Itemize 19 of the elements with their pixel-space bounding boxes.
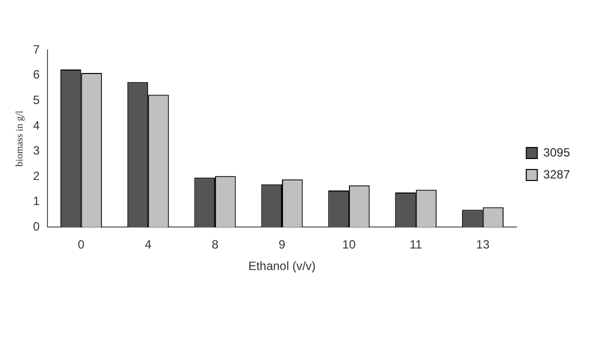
y-tick-label: 6 — [32, 68, 40, 82]
y-tick-label: 1 — [32, 194, 40, 208]
y-tick-label: 0 — [32, 220, 40, 234]
y-tick-label: 2 — [32, 168, 40, 183]
legend-label: 3095 — [543, 145, 570, 160]
y-axis-title: biomass in g/l — [14, 110, 26, 167]
x-axis-title: Ethanol (v/v) — [248, 259, 316, 274]
y-tick-label: 3 — [32, 144, 40, 158]
x-tick-label: 13 — [476, 238, 490, 252]
legend-label: 3287 — [543, 167, 570, 182]
x-tick-label: 4 — [144, 238, 152, 252]
x-tick-label: 0 — [78, 238, 85, 252]
y-tick-label: 5 — [32, 92, 40, 107]
x-tick-label: 10 — [342, 238, 356, 252]
y-tick-label: 7 — [32, 42, 40, 56]
x-tick-label: 9 — [278, 238, 286, 252]
x-tick-label: 8 — [212, 238, 219, 252]
y-tick-label: 4 — [32, 118, 40, 132]
x-tick-label: 11 — [410, 238, 422, 252]
